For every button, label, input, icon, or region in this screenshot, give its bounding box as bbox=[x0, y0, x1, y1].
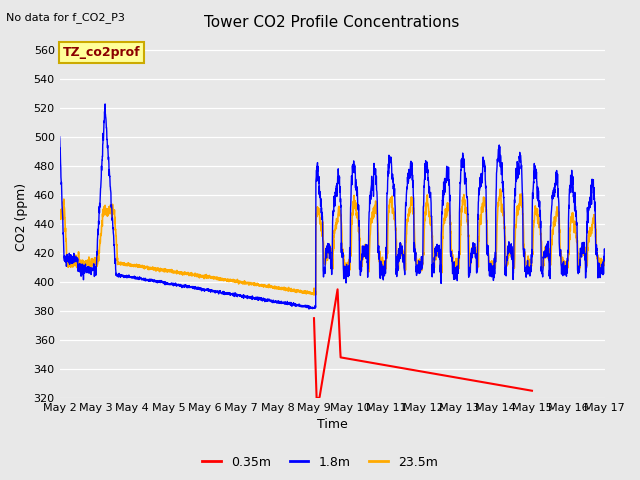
Text: No data for f_CO2_P3: No data for f_CO2_P3 bbox=[6, 12, 125, 23]
Y-axis label: CO2 (ppm): CO2 (ppm) bbox=[15, 182, 28, 251]
Title: Tower CO2 Profile Concentrations: Tower CO2 Profile Concentrations bbox=[204, 15, 460, 30]
Text: TZ_co2prof: TZ_co2prof bbox=[62, 46, 140, 59]
Legend: 0.35m, 1.8m, 23.5m: 0.35m, 1.8m, 23.5m bbox=[197, 451, 443, 474]
X-axis label: Time: Time bbox=[317, 419, 348, 432]
